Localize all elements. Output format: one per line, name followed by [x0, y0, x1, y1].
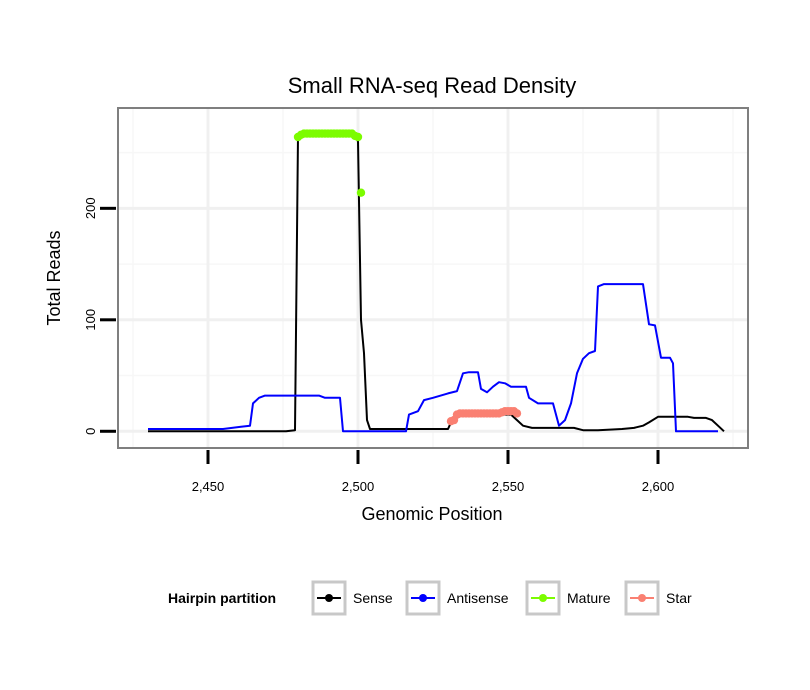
legend-key-point: [419, 594, 427, 602]
legend-label: Sense: [353, 590, 393, 606]
x-axis-title: Genomic Position: [361, 504, 502, 524]
data-point-mature: [356, 188, 366, 197]
series-mature: [293, 129, 366, 197]
y-tick-label: 200: [83, 197, 98, 219]
legend-key-point: [539, 594, 547, 602]
series-layer: [148, 129, 725, 433]
legend-label: Antisense: [447, 590, 509, 606]
legend-key-point: [638, 594, 646, 602]
legend-item-antisense: Antisense: [405, 580, 509, 616]
series-antisense: [148, 283, 718, 433]
legend-item-sense: Sense: [311, 580, 393, 616]
data-point-mature: [353, 132, 363, 142]
legend-item-star: Star: [624, 580, 692, 616]
panel-border: [117, 107, 749, 449]
data-point-star: [512, 409, 522, 418]
x-tick-label: 2,500: [342, 479, 375, 494]
x-axis: 2,450 2,500 2,550 2,600: [192, 450, 675, 494]
x-tick-label: 2,550: [492, 479, 525, 494]
x-tick-label: 2,600: [642, 479, 675, 494]
legend-title: Hairpin partition: [168, 590, 276, 606]
legend-key-point: [325, 594, 333, 602]
legend-item-mature: Mature: [525, 580, 611, 616]
grid-lines: [118, 108, 748, 448]
x-tick-label: 2,450: [192, 479, 225, 494]
series-line-antisense: [148, 283, 718, 433]
y-axis-title: Total Reads: [44, 230, 64, 325]
chart-title: Small RNA-seq Read Density: [288, 73, 577, 98]
legend-label: Star: [666, 590, 692, 606]
legend-label: Mature: [567, 590, 611, 606]
series-star: [446, 407, 522, 426]
y-axis: 0 100 200: [83, 197, 116, 435]
y-tick-label: 100: [83, 309, 98, 331]
series-sense: [148, 134, 725, 433]
legend: Hairpin partition Sense Antisense Mature St…: [168, 580, 692, 616]
plot-panel: [117, 107, 749, 449]
series-line-sense: [148, 134, 725, 433]
y-tick-label: 0: [83, 428, 98, 435]
